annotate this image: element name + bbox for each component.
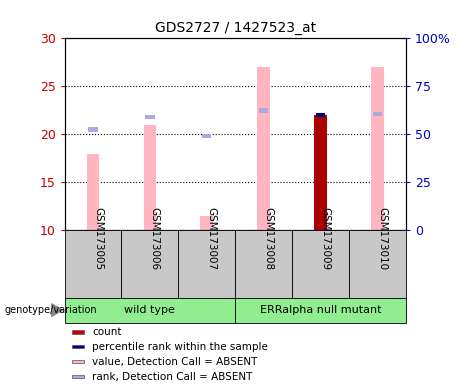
Text: GSM173009: GSM173009 bbox=[320, 207, 331, 270]
Bar bbox=[145, 115, 154, 119]
Text: GSM173006: GSM173006 bbox=[150, 207, 160, 270]
Bar bbox=[88, 127, 98, 132]
Text: percentile rank within the sample: percentile rank within the sample bbox=[92, 342, 268, 352]
Text: GSM173008: GSM173008 bbox=[264, 207, 273, 270]
Title: GDS2727 / 1427523_at: GDS2727 / 1427523_at bbox=[154, 21, 316, 35]
Bar bbox=[292, 230, 349, 298]
Text: ERRalpha null mutant: ERRalpha null mutant bbox=[260, 305, 381, 315]
Bar bbox=[178, 230, 235, 298]
Text: wild type: wild type bbox=[124, 305, 175, 315]
Bar bbox=[257, 67, 270, 230]
Text: GSM173010: GSM173010 bbox=[377, 207, 387, 270]
Bar bbox=[201, 216, 213, 230]
Bar bbox=[316, 113, 325, 118]
Bar bbox=[72, 360, 84, 363]
Bar bbox=[372, 112, 382, 116]
Bar bbox=[65, 230, 121, 298]
Bar bbox=[72, 375, 84, 378]
Text: rank, Detection Call = ABSENT: rank, Detection Call = ABSENT bbox=[92, 372, 252, 382]
Bar bbox=[65, 298, 235, 323]
Text: GSM173007: GSM173007 bbox=[207, 207, 217, 270]
Bar bbox=[87, 154, 99, 230]
Text: value, Detection Call = ABSENT: value, Detection Call = ABSENT bbox=[92, 357, 257, 367]
Text: count: count bbox=[92, 327, 121, 337]
Bar bbox=[235, 298, 406, 323]
Bar bbox=[314, 115, 327, 230]
Bar bbox=[143, 125, 156, 230]
Polygon shape bbox=[52, 304, 63, 316]
Text: GSM173005: GSM173005 bbox=[93, 207, 103, 270]
Bar bbox=[202, 134, 212, 139]
Bar bbox=[235, 230, 292, 298]
Bar bbox=[349, 230, 406, 298]
Bar bbox=[371, 67, 384, 230]
Bar bbox=[72, 330, 84, 334]
Bar bbox=[121, 230, 178, 298]
Bar bbox=[72, 345, 84, 348]
Text: genotype/variation: genotype/variation bbox=[5, 305, 97, 315]
Bar bbox=[259, 108, 268, 113]
